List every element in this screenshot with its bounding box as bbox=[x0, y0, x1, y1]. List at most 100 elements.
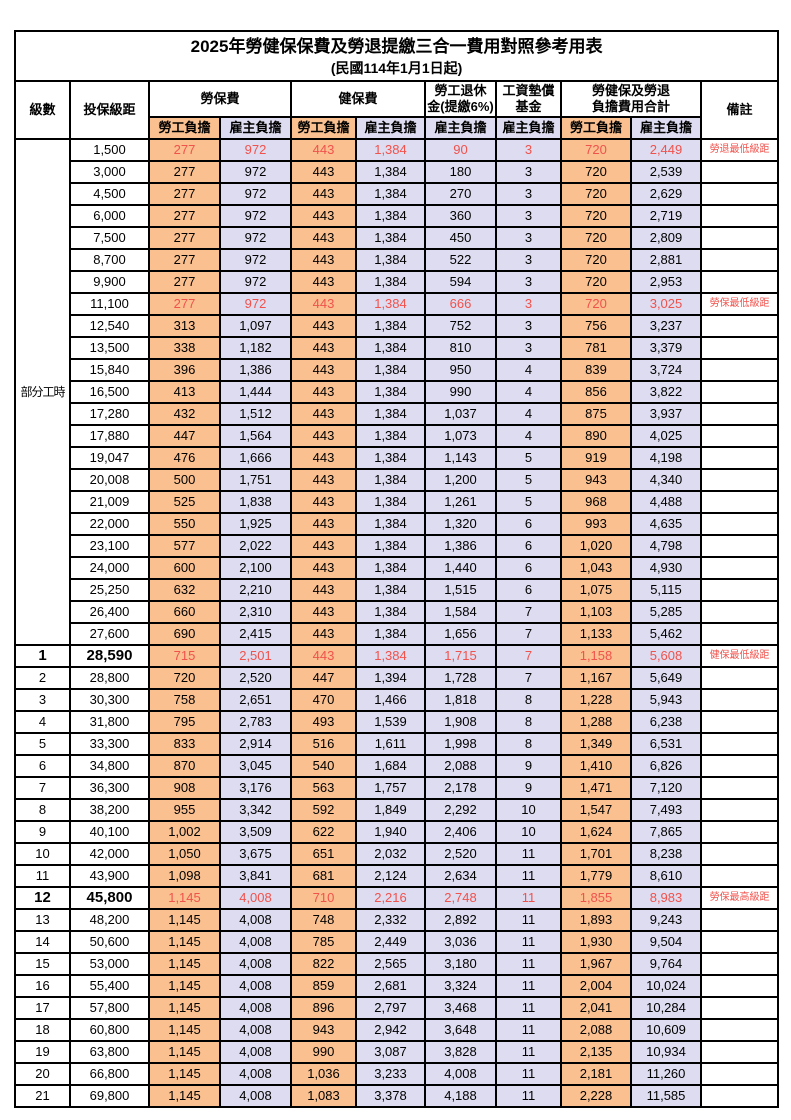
col-header-pension: 勞工退休 金(提繳6%) bbox=[424, 80, 497, 118]
table-row: 15,840 396 1,386 443 1,384 950 4 839 3,724 bbox=[15, 358, 780, 382]
fee-value-cell: 10,609 bbox=[630, 1018, 702, 1042]
fee-value-cell: 856 bbox=[560, 380, 632, 404]
fee-value-cell: 2,032 bbox=[355, 842, 426, 866]
fee-value-cell: 4,025 bbox=[630, 424, 702, 448]
fee-value-cell: 2,228 bbox=[560, 1084, 632, 1108]
table-row: 13 48,200 1,145 4,008 748 2,332 2,892 11 1,893 9,… bbox=[14, 908, 780, 932]
note-cell bbox=[699, 776, 780, 800]
fee-value-cell: 4,198 bbox=[630, 446, 702, 470]
insured-salary-cell: 36,300 bbox=[69, 776, 150, 800]
fee-value-cell: 443 bbox=[290, 424, 357, 448]
fee-value-cell: 822 bbox=[290, 952, 357, 976]
fee-value-cell: 447 bbox=[148, 424, 221, 448]
insured-salary-cell: 28,590 bbox=[69, 644, 150, 668]
table-row: 17 57,800 1,145 4,008 896 2,797 3,468 11 2,041 10… bbox=[14, 996, 780, 1020]
note-cell bbox=[699, 182, 780, 206]
fee-value-cell: 443 bbox=[290, 314, 357, 338]
fee-value-cell: 720 bbox=[148, 666, 221, 690]
fee-value-cell: 3,342 bbox=[219, 798, 292, 822]
fee-value-cell: 1,349 bbox=[560, 732, 632, 756]
fee-value-cell: 7 bbox=[495, 600, 562, 624]
fee-value-cell: 1,855 bbox=[560, 886, 632, 910]
fee-value-cell: 1,940 bbox=[355, 820, 426, 844]
fee-value-cell: 443 bbox=[290, 468, 357, 492]
fee-value-cell: 1,384 bbox=[355, 556, 426, 580]
note-cell: 勞退最低級距 bbox=[699, 138, 780, 162]
fee-value-cell: 11 bbox=[495, 974, 562, 998]
insured-salary-cell: 57,800 bbox=[69, 996, 150, 1020]
insured-salary-cell: 33,300 bbox=[69, 732, 150, 756]
insured-salary-cell: 11,100 bbox=[69, 292, 150, 316]
fee-value-cell: 1,288 bbox=[560, 710, 632, 734]
insured-salary-cell: 4,500 bbox=[69, 182, 150, 206]
fee-value-cell: 1,849 bbox=[355, 798, 426, 822]
fee-value-cell: 1,037 bbox=[424, 402, 497, 426]
fee-value-cell: 443 bbox=[290, 160, 357, 184]
fee-value-cell: 6,826 bbox=[630, 754, 702, 778]
fee-value-cell: 1,083 bbox=[290, 1084, 357, 1108]
fee-value-cell: 1,967 bbox=[560, 952, 632, 976]
fee-value-cell: 11 bbox=[495, 908, 562, 932]
insured-salary-cell: 42,000 bbox=[69, 842, 150, 866]
note-cell bbox=[699, 952, 780, 976]
fee-value-cell: 8 bbox=[495, 710, 562, 734]
fee-value-cell: 2,022 bbox=[219, 534, 292, 558]
fee-value-cell: 632 bbox=[148, 578, 221, 602]
table-row: 11,100 277 972 443 1,384 666 3 720 3,025 勞保最低級距 bbox=[15, 292, 780, 316]
level-cell: 21 bbox=[14, 1084, 71, 1108]
insured-salary-cell: 53,000 bbox=[69, 952, 150, 976]
fee-value-cell: 1,145 bbox=[148, 1018, 221, 1042]
fee-value-cell: 5 bbox=[495, 490, 562, 514]
fee-value-cell: 90 bbox=[424, 138, 497, 162]
note-cell bbox=[699, 974, 780, 998]
fee-value-cell: 2,041 bbox=[560, 996, 632, 1020]
fee-value-cell: 1,666 bbox=[219, 446, 292, 470]
table-row: 12,540 313 1,097 443 1,384 752 3 756 3,237 bbox=[15, 314, 780, 338]
fee-value-cell: 3 bbox=[495, 292, 562, 316]
subheader-health-self: 勞工負擔 bbox=[290, 116, 357, 140]
fee-value-cell: 443 bbox=[290, 402, 357, 426]
note-cell bbox=[699, 160, 780, 184]
note-cell bbox=[699, 468, 780, 492]
fee-value-cell: 972 bbox=[219, 226, 292, 250]
fee-value-cell: 11 bbox=[495, 996, 562, 1020]
col-header-health-insurance: 健保費 bbox=[290, 80, 426, 118]
title-block: 2025年勞健保保費及勞退提繳三合一費用對照參考用表 (民國114年1月1日起) bbox=[13, 30, 780, 82]
fee-value-cell: 1,539 bbox=[355, 710, 426, 734]
fee-value-cell: 1,384 bbox=[355, 468, 426, 492]
level-cell: 20 bbox=[14, 1062, 71, 1086]
fee-value-cell: 4,008 bbox=[219, 908, 292, 932]
fee-value-cell: 1,384 bbox=[355, 182, 426, 206]
insured-salary-cell: 50,600 bbox=[69, 930, 150, 954]
fee-value-cell: 10,284 bbox=[630, 996, 702, 1020]
fee-value-cell: 2,539 bbox=[630, 160, 702, 184]
fee-value-cell: 720 bbox=[560, 160, 632, 184]
fee-value-cell: 2,651 bbox=[219, 688, 292, 712]
fee-value-cell: 1,384 bbox=[355, 622, 426, 646]
fee-value-cell: 715 bbox=[148, 644, 221, 668]
fee-value-cell: 2,953 bbox=[630, 270, 702, 294]
col-header-level: 級數 bbox=[14, 80, 71, 140]
note-cell bbox=[699, 336, 780, 360]
fee-value-cell: 758 bbox=[148, 688, 221, 712]
level-cell: 17 bbox=[14, 996, 71, 1020]
wage-fund-line1: 工資墊償 bbox=[502, 82, 555, 98]
fee-value-cell: 5,943 bbox=[630, 688, 702, 712]
note-cell bbox=[699, 908, 780, 932]
fee-value-cell: 443 bbox=[290, 556, 357, 580]
fee-value-cell: 413 bbox=[148, 380, 221, 404]
fee-value-cell: 8,983 bbox=[630, 886, 702, 910]
total-line2: 負擔費用合計 bbox=[591, 99, 670, 114]
pension-line1: 勞工退休 bbox=[434, 82, 487, 98]
fee-value-cell: 9 bbox=[495, 776, 562, 800]
insured-salary-cell: 45,800 bbox=[69, 886, 150, 910]
note-cell bbox=[699, 622, 780, 646]
fee-value-cell: 622 bbox=[290, 820, 357, 844]
fee-value-cell: 1,384 bbox=[355, 138, 426, 162]
level-cell: 9 bbox=[14, 820, 71, 844]
fee-value-cell: 476 bbox=[148, 446, 221, 470]
insured-salary-cell: 25,250 bbox=[69, 578, 150, 602]
fee-value-cell: 11 bbox=[495, 1084, 562, 1108]
insured-salary-cell: 17,280 bbox=[69, 402, 150, 426]
fee-value-cell: 277 bbox=[148, 138, 221, 162]
